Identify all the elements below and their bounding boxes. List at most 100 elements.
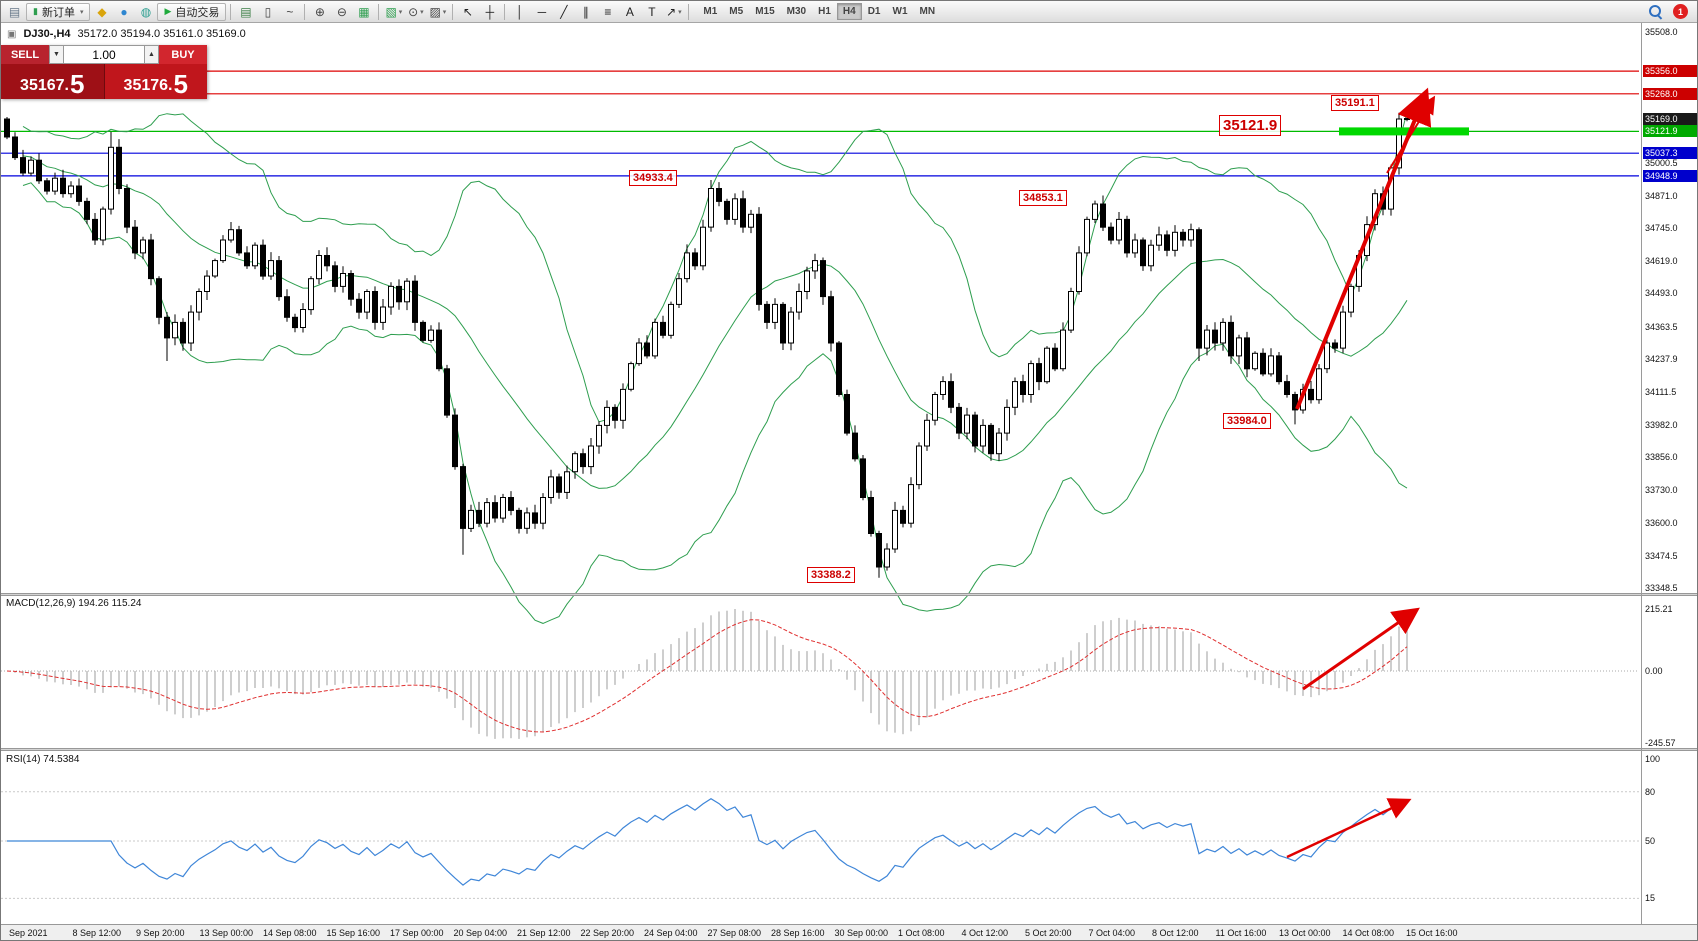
price-axis-label: 35508.0 — [1645, 27, 1678, 37]
vertical-line-icon[interactable]: │ — [516, 4, 524, 19]
dropdown-caret: ▾ — [678, 8, 682, 16]
trade-panel-top-row: SELL ▼ ▲ BUY — [1, 45, 207, 64]
macd-scale-label: 215.21 — [1645, 604, 1673, 614]
timeframe-m15[interactable]: M15 — [755, 6, 775, 17]
symbol-info: ▣ DJ30-,H4 35172.0 35194.0 35161.0 35169… — [7, 28, 246, 40]
crosshair-icon[interactable]: ┼ — [485, 4, 495, 19]
fibonacci-icon[interactable]: ≡ — [604, 4, 612, 19]
horizontal-line-icon[interactable]: ─ — [537, 4, 547, 19]
alerts-icon[interactable]: ◍ — [140, 4, 152, 19]
time-axis-label: 13 Oct 00:00 — [1279, 928, 1331, 938]
bar-chart-icon[interactable]: ▤ — [240, 4, 252, 19]
timeframe-d1[interactable]: D1 — [867, 6, 881, 17]
price-axis-badge: 35169.0 — [1643, 113, 1697, 125]
time-axis[interactable] — [1, 924, 1697, 940]
cursor-icon[interactable]: ↖ — [462, 4, 473, 19]
volume-input[interactable] — [64, 45, 144, 64]
timeframe-h1[interactable]: H1 — [818, 6, 831, 17]
macd-panel-separator[interactable] — [1, 593, 1697, 596]
buy-price-main: 35176. — [123, 77, 173, 94]
magnifier-glyph — [1647, 3, 1664, 20]
symbol-ohlc-values: 35172.0 35194.0 35161.0 35169.0 — [77, 28, 246, 40]
sell-button[interactable]: SELL — [1, 45, 49, 64]
buy-button[interactable]: BUY — [159, 45, 207, 64]
price-axis-badge: 35356.0 — [1643, 65, 1697, 77]
new-chart-icon[interactable]: ◆ — [97, 4, 107, 19]
price-annotation[interactable]: 33984.0 — [1223, 413, 1271, 429]
price-axis-label: 34237.9 — [1645, 354, 1678, 364]
toolbar-separator — [452, 3, 454, 20]
toolbar-separator — [688, 3, 690, 20]
rsi-scale-label: 50 — [1645, 836, 1656, 846]
indicators-icon[interactable]: ▧ ▾ — [385, 4, 403, 19]
price-annotation[interactable]: 34933.4 — [629, 170, 677, 186]
time-axis-label: 15 Sep 16:00 — [326, 928, 381, 938]
zoom-in-icon[interactable]: ⊕ — [314, 4, 325, 19]
buy-price-button[interactable]: 35176. 5 — [104, 64, 207, 99]
time-axis-label: 1 Oct 08:00 — [898, 928, 945, 938]
time-axis-label: 8 Oct 12:00 — [1152, 928, 1199, 938]
macd-indicator-label: MACD(12,26,9) 194.26 115.24 — [6, 598, 142, 609]
line-chart-icon[interactable]: ~ — [286, 4, 294, 19]
auto-trading-button[interactable]: ▶ 自动交易 — [157, 2, 227, 21]
time-axis-label: Sep 2021 — [9, 928, 48, 938]
timeframe-mn[interactable]: MN — [919, 6, 936, 17]
tile-windows-icon[interactable]: ▦ — [358, 4, 370, 19]
rsi-panel-separator[interactable] — [1, 748, 1697, 751]
timeframe-m5[interactable]: M5 — [729, 6, 744, 17]
label-icon[interactable]: T — [648, 4, 656, 19]
profiles-icon[interactable]: ● — [120, 4, 128, 19]
text-icon[interactable]: A — [625, 4, 634, 19]
toolbar: ▤ ▮ 新订单 ▾ ◆ ● ◍ ▶ 自动交易 ▤ ▯ ~ ⊕ ⊖ ▦ ▧ ▾ ⊙ ▾ ▨ ▾ ↖ ┼ │ ─ ╱ ∥ ≡ A T ↗ ▾ M1… — [1, 1, 1697, 23]
sell-price-main: 35167. — [20, 77, 69, 94]
time-axis-label: 30 Sep 00:00 — [834, 928, 889, 938]
price-axis-label: 33982.0 — [1645, 420, 1678, 430]
timeframe-w1[interactable]: W1 — [892, 6, 908, 17]
price-axis-badge: 35268.0 — [1643, 88, 1697, 100]
notification-badge[interactable]: 1 — [1673, 4, 1688, 19]
price-axis-label: 33856.0 — [1645, 452, 1678, 462]
time-axis-label: 14 Sep 08:00 — [263, 928, 317, 938]
price-axis-badge: 35121.9 — [1643, 125, 1697, 137]
price-annotation[interactable]: 34853.1 — [1019, 190, 1067, 206]
channel-icon[interactable]: ∥ — [582, 4, 589, 19]
timeframe-m1[interactable]: M1 — [703, 6, 718, 17]
zoom-out-icon[interactable]: ⊖ — [336, 4, 347, 19]
price-axis-label: 34111.5 — [1645, 387, 1677, 397]
auto-trading-button-label: 自动交易 — [175, 6, 220, 19]
chart-window-icon[interactable]: ▤ — [8, 4, 21, 19]
timeframe-m30[interactable]: M30 — [786, 6, 807, 17]
time-axis-label: 28 Sep 16:00 — [771, 928, 825, 938]
sell-price-button[interactable]: 35167. 5 — [1, 64, 105, 99]
macd-scale-label: -245.57 — [1645, 738, 1676, 748]
price-axis-label: 34493.0 — [1645, 288, 1678, 298]
volume-increase-stepper[interactable]: ▲ — [144, 45, 159, 64]
volume-decrease-stepper[interactable]: ▼ — [49, 45, 64, 64]
time-axis-label: 20 Sep 04:00 — [453, 928, 508, 938]
time-axis-label: 5 Oct 20:00 — [1025, 928, 1072, 938]
price-annotation[interactable]: 35191.1 — [1331, 95, 1379, 111]
time-axis-label: 9 Sep 20:00 — [136, 928, 185, 938]
search-icon[interactable] — [1645, 3, 1666, 21]
price-axis-label: 33730.0 — [1645, 485, 1678, 495]
price-annotation[interactable]: 35121.9 — [1219, 115, 1282, 136]
new-order-button-icon: ▮ — [33, 6, 38, 16]
trendline-icon[interactable]: ╱ — [560, 4, 568, 19]
price-annotation[interactable]: 33388.2 — [807, 567, 855, 583]
price-axis-badge: 35037.3 — [1643, 147, 1697, 159]
time-axis-label: 8 Sep 12:00 — [72, 928, 122, 938]
new-order-button[interactable]: ▮ 新订单 ▾ — [26, 2, 91, 21]
rsi-scale-label: 80 — [1645, 787, 1656, 797]
toolbar-separator — [378, 3, 380, 20]
price-axis-label: 34871.0 — [1645, 191, 1678, 201]
arrows-icon[interactable]: ↗ ▾ — [666, 4, 682, 19]
symbol-name: DJ30-,H4 — [23, 28, 71, 40]
periods-icon[interactable]: ⊙ ▾ — [408, 4, 424, 19]
price-axis-label: 34363.5 — [1645, 322, 1678, 332]
candlestick-chart-icon[interactable]: ▯ — [264, 4, 272, 19]
one-click-trading-panel: SELL ▼ ▲ BUY 35167. 5 35176. 5 — [1, 45, 207, 99]
timeframe-h4[interactable]: H4 — [836, 3, 862, 20]
rsi-scale-label: 15 — [1645, 893, 1656, 903]
templates-icon[interactable]: ▨ ▾ — [429, 4, 447, 19]
